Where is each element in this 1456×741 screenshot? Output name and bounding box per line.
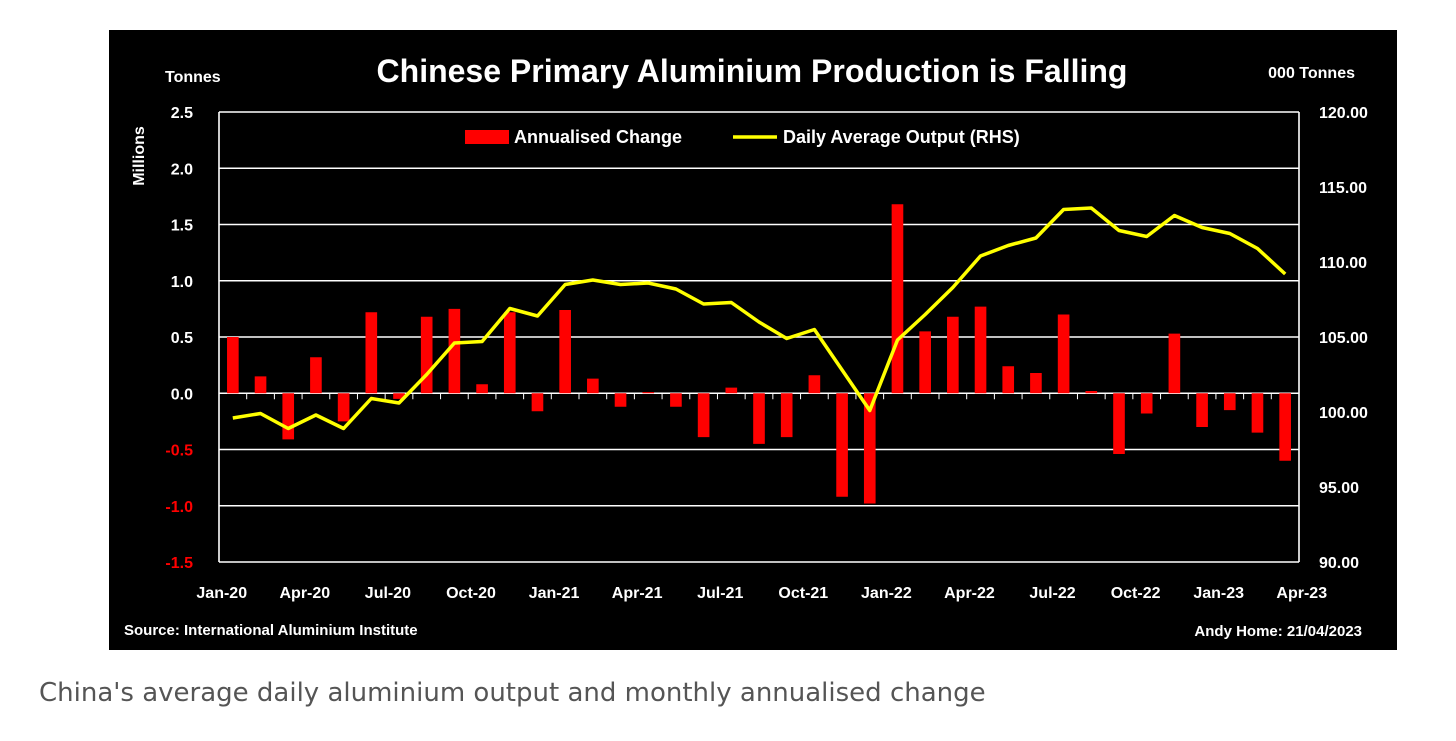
bar-annualised-change [919, 331, 931, 394]
bar-annualised-change [1113, 393, 1125, 454]
bar-annualised-change [863, 393, 876, 504]
bar-annualised-change [974, 306, 987, 394]
legend-swatch-bars [465, 130, 509, 144]
left-axis-multiplier-label: Millions [131, 126, 148, 186]
bar-annualised-change [836, 393, 848, 497]
y-left-tick-label: 0.0 [171, 386, 193, 403]
bar-annualised-change [310, 357, 322, 394]
bar-annualised-change [587, 378, 599, 394]
bar-annualised-change [1168, 333, 1181, 394]
bar-annualised-change [947, 316, 959, 394]
bar-annualised-change [1279, 393, 1291, 461]
bar-annualised-change [780, 393, 793, 438]
x-tick-label: Jul-20 [365, 585, 411, 602]
left-unit-label: Tonnes [165, 69, 221, 86]
x-tick-label: Jan-23 [1193, 585, 1244, 602]
x-tick-label: Oct-20 [446, 585, 496, 602]
bar-annualised-change [891, 204, 904, 394]
bar-annualised-change [420, 316, 433, 394]
y-right-tick-label: 120.00 [1319, 105, 1368, 122]
bar-annualised-change [393, 393, 405, 399]
source-label: Source: International Aluminium Institut… [124, 622, 418, 639]
y-right-tick-label: 105.00 [1319, 330, 1368, 347]
bar-annualised-change [337, 393, 350, 422]
y-left-tick-label: 1.5 [171, 218, 193, 235]
bar-annualised-change [448, 308, 461, 394]
bar-annualised-change [1196, 393, 1208, 427]
y-left-tick-label: -1.0 [165, 499, 193, 516]
chart-caption: China's average daily aluminium output a… [39, 678, 986, 708]
bar-annualised-change [365, 312, 378, 394]
legend-label-daily-average-output: Daily Average Output (RHS) [783, 127, 1020, 147]
bar-annualised-change [559, 310, 571, 394]
x-tick-label: Jan-22 [861, 585, 912, 602]
bar-annualised-change [1085, 391, 1098, 394]
bar-annualised-change [1057, 314, 1070, 394]
x-tick-label: Jan-21 [529, 585, 580, 602]
y-left-tick-label: -0.5 [165, 443, 193, 460]
y-left-tick-label: -1.5 [165, 555, 193, 572]
x-tick-label: Apr-20 [280, 585, 331, 602]
bar-annualised-change [503, 312, 516, 394]
y-left-tick-label: 0.5 [171, 330, 193, 347]
bar-annualised-change [227, 337, 239, 394]
x-tick-label: Apr-22 [944, 585, 995, 602]
bar-annualised-change [697, 393, 710, 438]
bar-annualised-change [1002, 366, 1015, 394]
bar-annualised-change [614, 393, 627, 407]
line-daily-average-output [232, 206, 1287, 431]
bar-annualised-change [254, 376, 267, 394]
bar-annualised-change [282, 393, 295, 440]
x-tick-label: Oct-22 [1111, 585, 1161, 602]
bar-annualised-change [670, 393, 682, 407]
bar-annualised-change [753, 393, 765, 444]
bar-annualised-change [725, 387, 738, 394]
x-tick-label: Jul-21 [697, 585, 743, 602]
y-right-tick-label: 90.00 [1319, 555, 1359, 572]
legend-label-annualised-change: Annualised Change [514, 127, 682, 147]
y-right-tick-label: 110.00 [1319, 255, 1367, 272]
y-right-tick-label: 95.00 [1319, 480, 1359, 497]
x-tick-label: Jan-20 [196, 585, 247, 602]
bar-annualised-change [1140, 393, 1153, 414]
credit-label: Andy Home: 21/04/2023 [1194, 623, 1362, 640]
x-tick-label: Apr-23 [1276, 585, 1327, 602]
x-tick-label: Jul-22 [1029, 585, 1075, 602]
bar-annualised-change [531, 393, 544, 412]
chart-svg: 2.5 2.0 1.5 1.0 0.5 0.0 -0.5 -1.0 -1.5 120.00 115.… [124, 53, 1368, 640]
bar-annualised-change [642, 392, 655, 394]
y-left-tick-label: 2.0 [171, 161, 193, 178]
y-right-tick-label: 115.00 [1319, 180, 1367, 197]
bar-annualised-change [1251, 393, 1264, 433]
y-right-tick-label: 100.00 [1319, 405, 1368, 422]
y-left-tick-label: 2.5 [171, 105, 193, 122]
chart-title: Chinese Primary Aluminium Production is … [377, 53, 1128, 89]
bar-annualised-change [1030, 373, 1042, 394]
bar-annualised-change [1223, 393, 1236, 411]
bar-annualised-change [476, 384, 488, 394]
chart-panel: 2.5 2.0 1.5 1.0 0.5 0.0 -0.5 -1.0 -1.5 120.00 115.… [109, 30, 1397, 650]
x-tick-label: Apr-21 [612, 585, 663, 602]
bar-annualised-change [808, 375, 821, 394]
right-unit-label: 000 Tonnes [1268, 65, 1355, 82]
y-left-tick-label: 1.0 [171, 274, 193, 291]
x-tick-label: Oct-21 [778, 585, 828, 602]
